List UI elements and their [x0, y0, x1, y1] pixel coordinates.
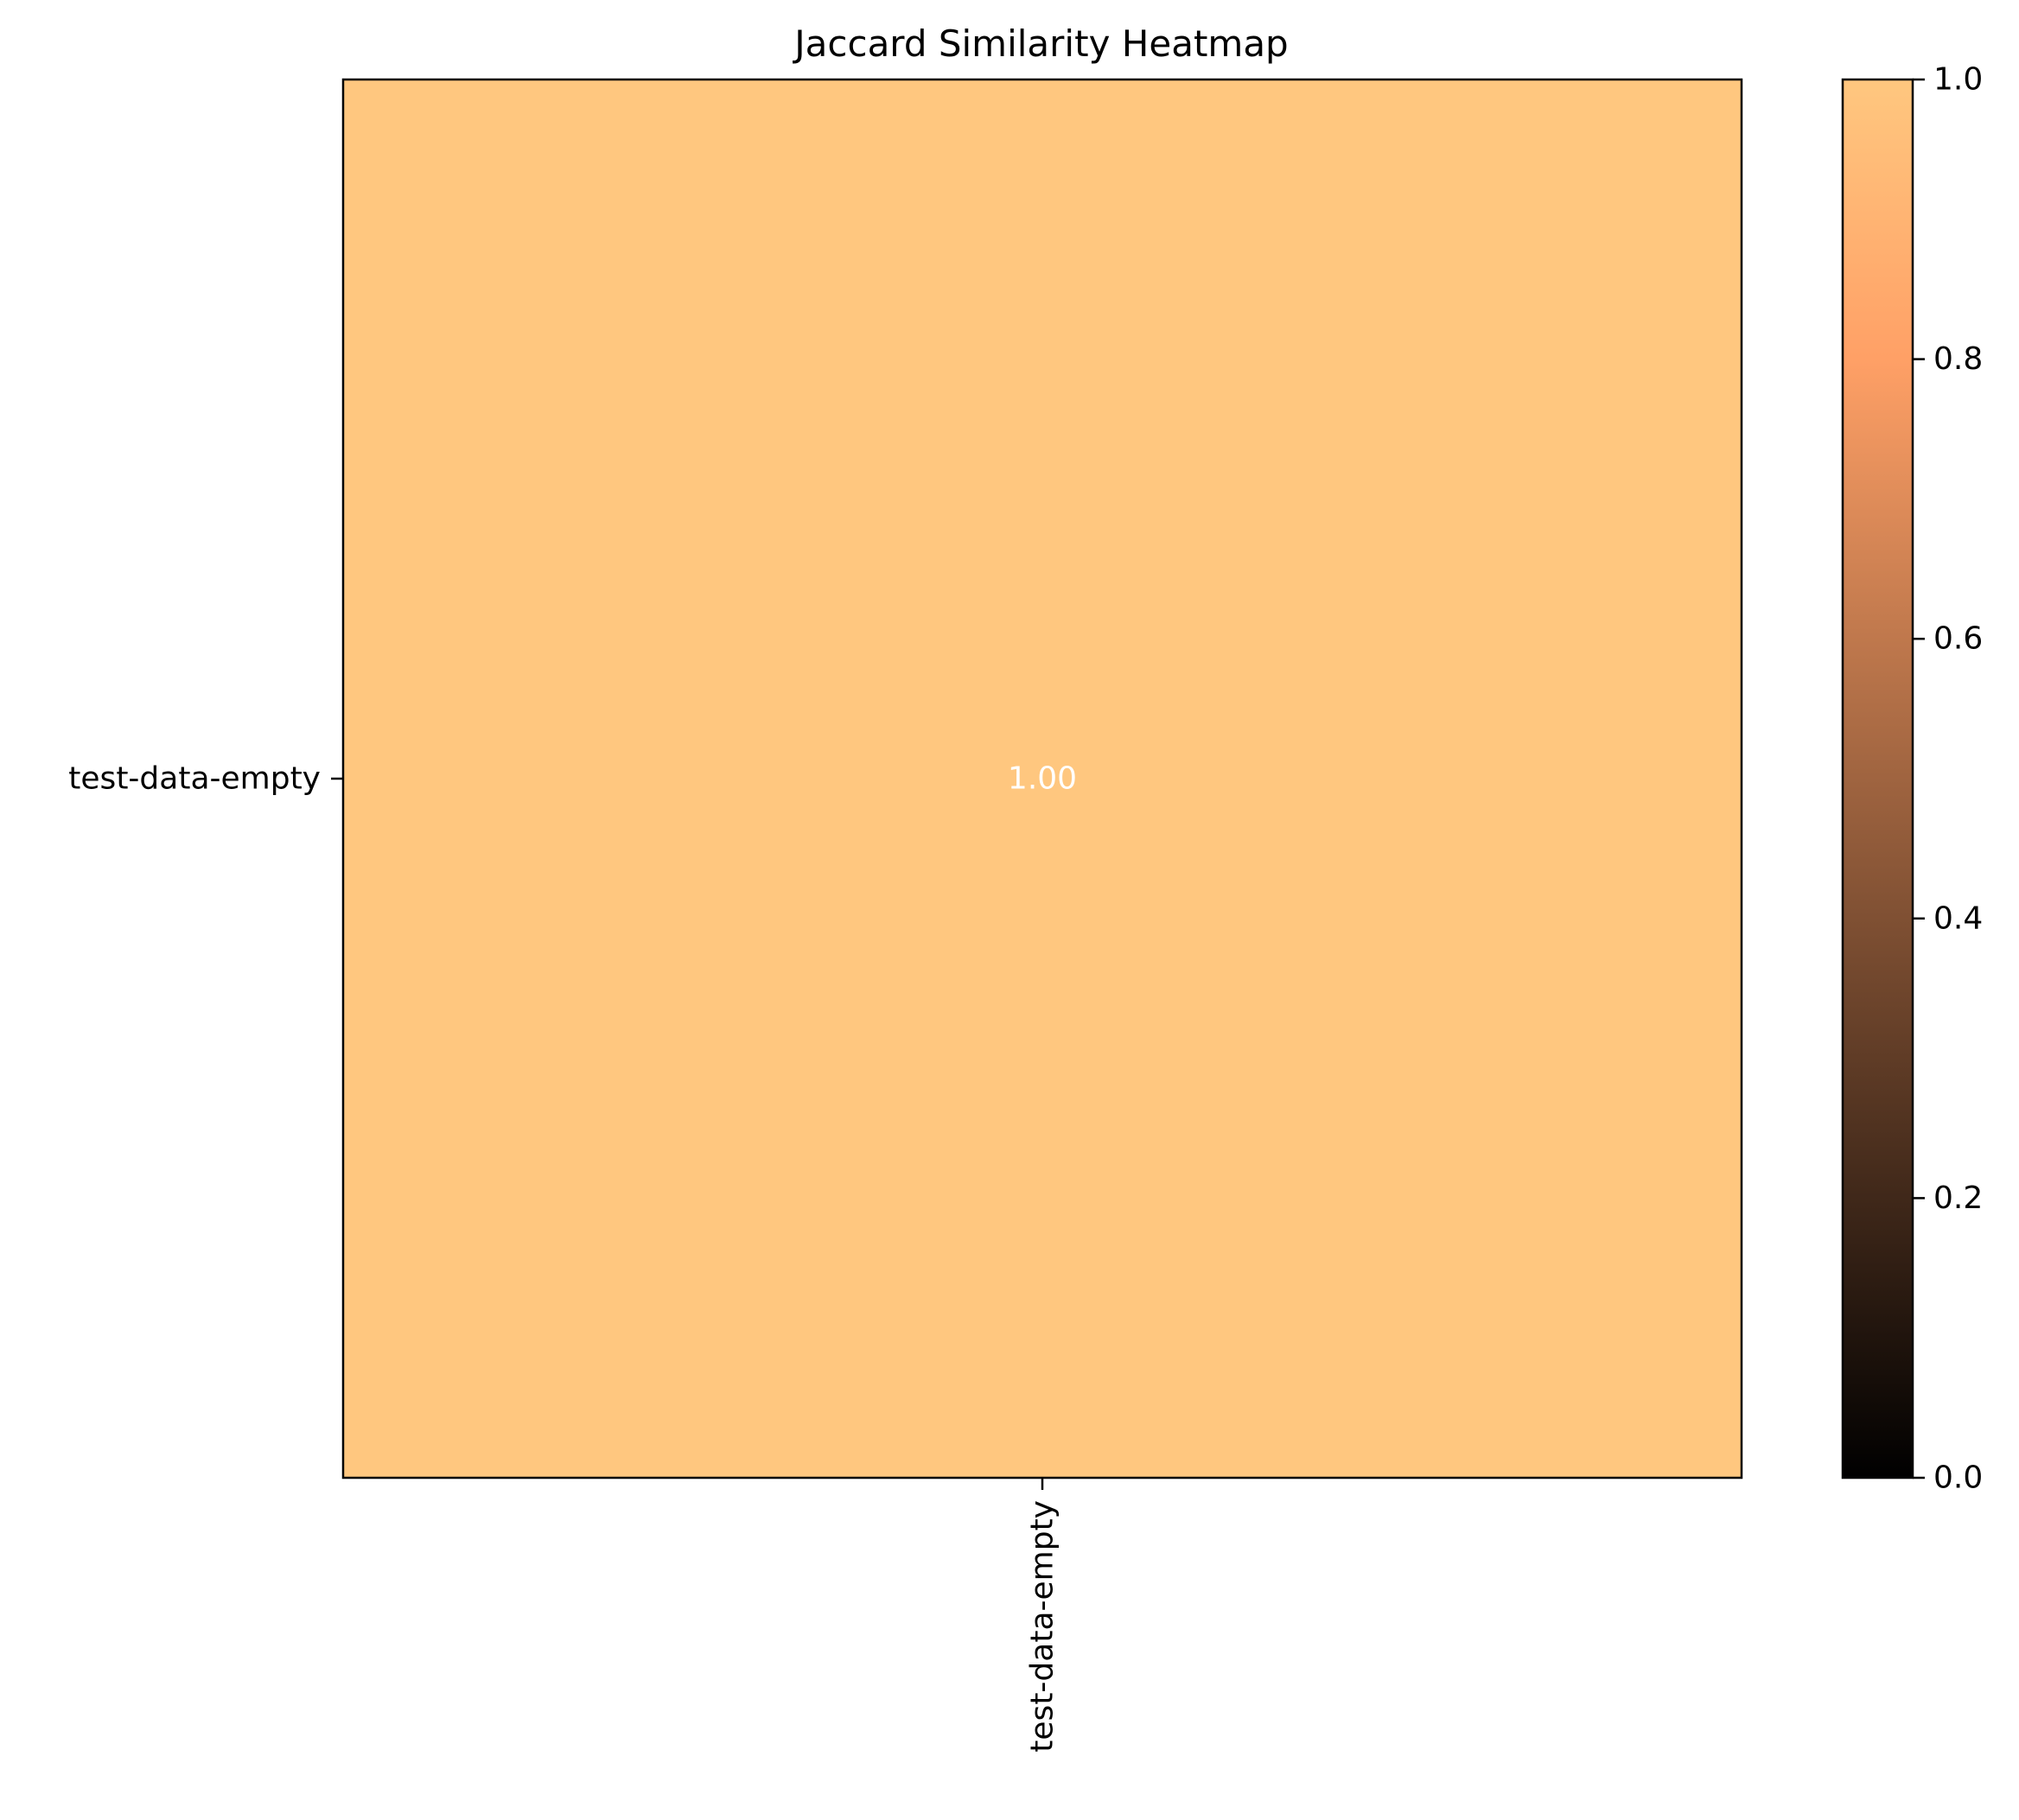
heatmap-cell-value: 1.00	[1008, 761, 1077, 797]
colorbar-tick-label: 1.0	[1933, 62, 1983, 98]
x-axis-ticks: test-data-empty	[1025, 1478, 1060, 1753]
colorbar-tick-label: 0.8	[1933, 341, 1983, 377]
colorbar-tick-label: 0.4	[1933, 900, 1983, 936]
x-tick-label: test-data-empty	[1025, 1500, 1060, 1753]
chart-title: Jaccard Similarity Heatmap	[792, 22, 1288, 65]
heatmap-cell	[343, 80, 1742, 1478]
colorbar-tick-label: 0.2	[1933, 1180, 1983, 1216]
colorbar-tick-label: 0.0	[1933, 1460, 1983, 1496]
y-tick-label: test-data-empty	[68, 761, 321, 797]
heatmap-cell-labels: 1.00	[1008, 761, 1077, 797]
colorbar	[1841, 78, 1914, 1480]
colorbar-tick-label: 0.6	[1933, 621, 1983, 657]
heatmap-cells	[343, 80, 1742, 1478]
y-axis-ticks: test-data-empty	[68, 761, 343, 797]
colorbar-ticks: 0.0 0.2 0.4 0.6 0.8 1.0	[1913, 62, 1983, 1496]
